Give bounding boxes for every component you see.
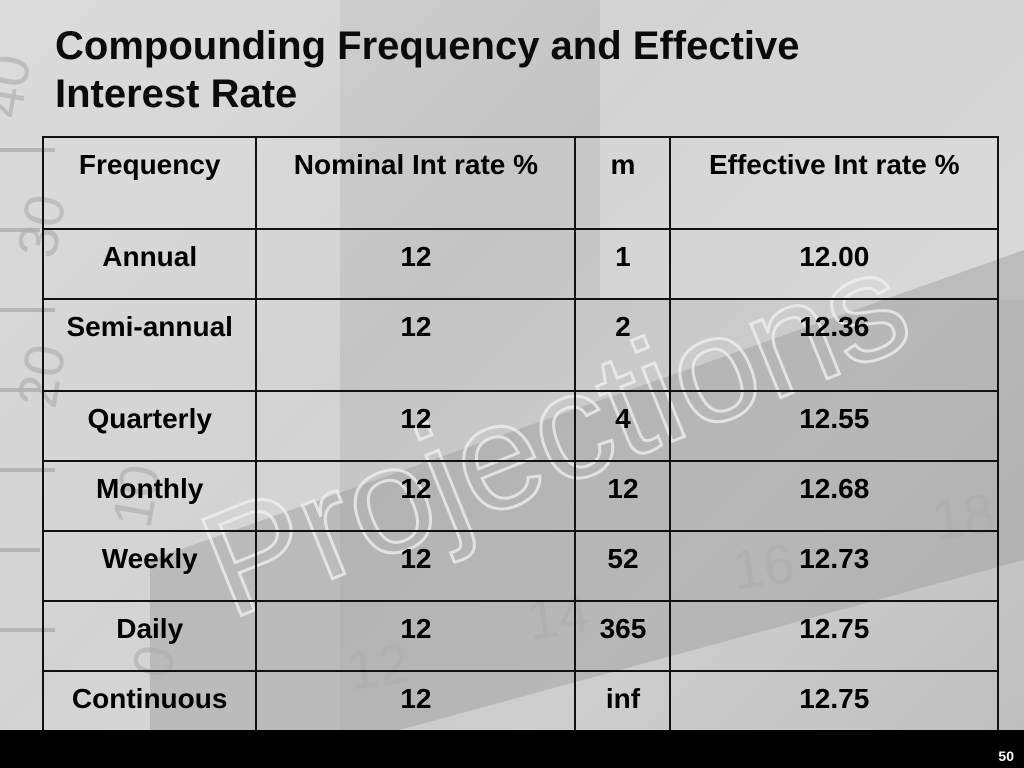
interest-rate-table: Frequency Nominal Int rate % m Effective…	[41, 136, 999, 740]
cell-effective-rate: 12.75	[669, 600, 999, 672]
cell-m: inf	[574, 670, 672, 740]
cell-m: 365	[574, 600, 672, 672]
cell-nominal-rate: 12	[255, 600, 577, 672]
cell-frequency: Continuous	[41, 670, 258, 740]
header-nominal-rate: Nominal Int rate %	[255, 136, 577, 230]
cell-effective-rate: 12.55	[669, 390, 999, 462]
table-row: Semi-annual 12 2 12.36	[41, 298, 999, 392]
table-row: Monthly 12 12 12.68	[41, 460, 999, 532]
cell-effective-rate: 12.36	[669, 298, 999, 392]
table-row: Annual 12 1 12.00	[41, 228, 999, 300]
header-m: m	[574, 136, 672, 230]
slide-title-line-2: Interest Rate	[55, 72, 298, 116]
cell-effective-rate: 12.00	[669, 228, 999, 300]
cell-m: 2	[574, 298, 672, 392]
cell-effective-rate: 12.75	[669, 670, 999, 740]
cell-nominal-rate: 12	[255, 460, 577, 532]
cell-frequency: Annual	[41, 228, 258, 300]
cell-m: 52	[574, 530, 672, 602]
table-row: Quarterly 12 4 12.55	[41, 390, 999, 462]
cell-frequency: Semi-annual	[41, 298, 258, 392]
cell-frequency: Daily	[41, 600, 258, 672]
cell-nominal-rate: 12	[255, 390, 577, 462]
cell-frequency: Weekly	[41, 530, 258, 602]
table-header-row: Frequency Nominal Int rate % m Effective…	[41, 136, 999, 230]
cell-m: 4	[574, 390, 672, 462]
slide-title-line-1: Compounding Frequency and Effective	[55, 24, 800, 68]
slide-title: Compounding Frequency and Effective Inte…	[55, 22, 955, 118]
cell-nominal-rate: 12	[255, 670, 577, 740]
header-frequency: Frequency	[41, 136, 258, 230]
table-row: Weekly 12 52 12.73	[41, 530, 999, 602]
header-effective-rate: Effective Int rate %	[669, 136, 999, 230]
table-row: Daily 12 365 12.75	[41, 600, 999, 672]
cell-nominal-rate: 12	[255, 228, 577, 300]
cell-frequency: Quarterly	[41, 390, 258, 462]
cell-nominal-rate: 12	[255, 530, 577, 602]
cell-frequency: Monthly	[41, 460, 258, 532]
cell-m: 12	[574, 460, 672, 532]
cell-m: 1	[574, 228, 672, 300]
cell-effective-rate: 12.68	[669, 460, 999, 532]
cell-effective-rate: 12.73	[669, 530, 999, 602]
page-number: 50	[998, 748, 1014, 764]
cell-nominal-rate: 12	[255, 298, 577, 392]
table-row: Continuous 12 inf 12.75	[41, 670, 999, 740]
footer-bar	[0, 730, 1024, 768]
